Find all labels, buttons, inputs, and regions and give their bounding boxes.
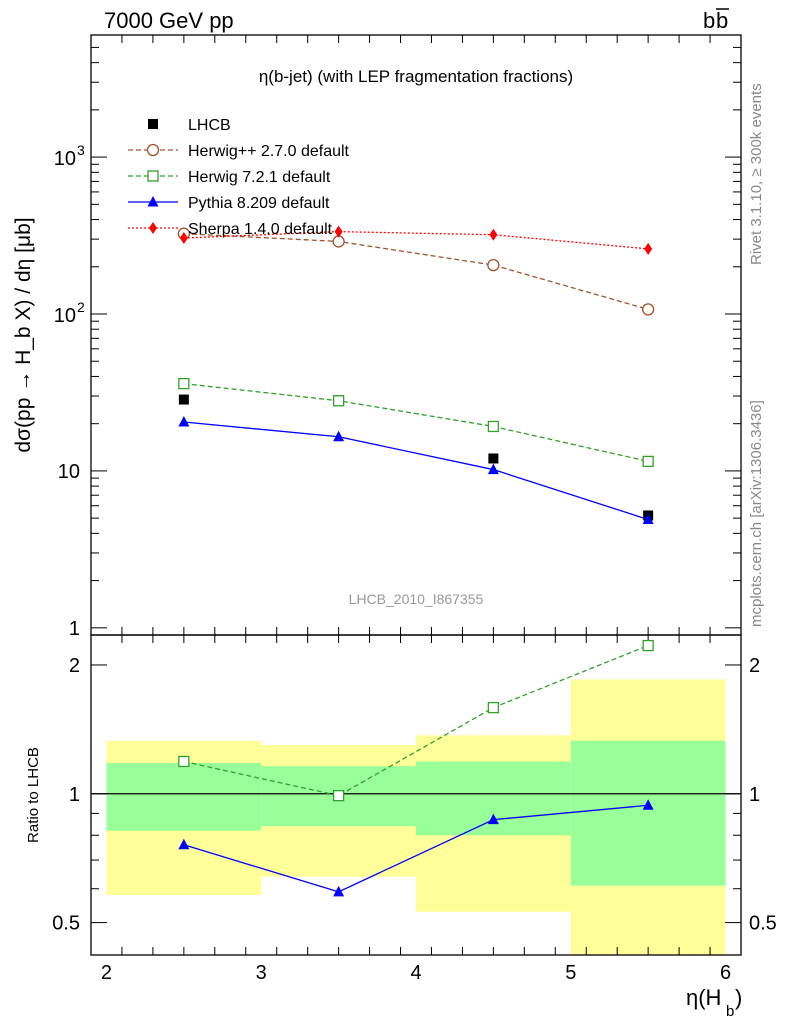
collision-label: 7000 GeV pp: [104, 8, 234, 33]
legend-entry-pythia-8-209-default: Pythia 8.209 default: [128, 195, 330, 212]
legend-label: Herwig 7.2.1 default: [188, 169, 331, 186]
x-axis-label: η(H b): [686, 985, 742, 1020]
data-point-sherpa-1-4-0-default: [489, 228, 498, 241]
ratio-y-tick-label-right: 1: [749, 784, 760, 806]
uncertainty-band-inner: [106, 763, 262, 831]
x-axis-label-subscript: b: [726, 1003, 734, 1020]
data-point-pythia-8-209-default: [487, 463, 499, 475]
ratio-y-tick-label-left: 1: [69, 784, 80, 806]
ratio-point-pythia-8-209-default: [487, 813, 499, 825]
process-label: b b: [703, 8, 729, 33]
y-tick-label-exponent: 2: [77, 299, 85, 315]
series-line-pythia-8-209-default: [183, 421, 649, 521]
legend-marker: [149, 222, 157, 234]
ratio-y-tick-label-left: 0.5: [52, 913, 80, 935]
ratio-y-tick-label-right: 2: [749, 655, 760, 677]
data-point-pythia-8-209-default: [178, 415, 190, 427]
ratio-panel: 0.5 0.5 1 1 2 2 2 3 4 5 6 Ratio to LHCB η(H b): [25, 634, 777, 1020]
data-point-herwig-7-2-1-default: [642, 455, 654, 468]
data-point-sherpa-1-4-0-default: [334, 225, 343, 238]
x-axis-label-main: η(H: [686, 985, 721, 1010]
legend-entry-herwig-2-7-0-default: Herwig++ 2.7.0 default: [128, 143, 350, 160]
series-line-sherpa-1-4-0-default: [183, 230, 649, 250]
y-tick-label-exponent: 3: [77, 142, 85, 158]
x-tick-label: 6: [720, 962, 731, 984]
x-tick-label: 2: [101, 962, 112, 984]
legend-entry-herwig-7-2-1-default: Herwig 7.2.1 default: [128, 169, 331, 186]
legend-marker: [147, 170, 159, 182]
data-point-pythia-8-209-default: [642, 513, 654, 525]
ratio-plot-frame: [90, 634, 742, 956]
y-tick-label: 10 2: [54, 299, 85, 327]
x-tick-label: 5: [565, 962, 576, 984]
ratio-point-pythia-8-209-default: [178, 838, 190, 850]
series-line-herwig-2-7-0-default: [183, 233, 649, 311]
process-label-bbar: b: [716, 8, 728, 33]
ratio-point-pythia-8-209-default: [333, 885, 345, 897]
legend-label: Sherpa 1.4.0 default: [188, 221, 333, 238]
y-tick-label-base: 10: [54, 305, 76, 327]
ratio-line-pythia-8-209-default: [183, 804, 649, 893]
legend-entry-sherpa-1-4-0-default: Sherpa 1.4.0 default: [128, 221, 333, 238]
data-point-herwig-7-2-1-default: [332, 395, 345, 407]
data-point-herwig-7-2-1-default: [178, 377, 190, 390]
y-tick-label-value: 10: [58, 461, 80, 483]
y-tick-label: 1: [69, 618, 80, 640]
legend-marker: [148, 119, 158, 129]
ratio-point-herwig-7-2-1-default: [642, 639, 654, 652]
y-axis-label: dσ(pp → H_b X) / dη [μb]: [12, 217, 35, 452]
y-tick-label: 10: [58, 461, 80, 483]
x-tick-label: 3: [256, 962, 267, 984]
x-tick-label: 4: [410, 962, 421, 984]
process-label-b: b: [703, 8, 715, 33]
data-point-lhcb: [178, 394, 189, 405]
legend-label: Pythia 8.209 default: [188, 195, 330, 212]
rivet-version-label: Rivet 3.1.10, ≥ 300k events: [748, 83, 765, 265]
ratio-line-herwig-7-2-1-default: [183, 644, 649, 797]
ratio-y-axis-label: Ratio to LHCB: [25, 747, 42, 843]
chart-title: η(b-jet) (with LEP fragmentation fractio…: [259, 67, 573, 86]
legend-marker: [146, 143, 160, 157]
uncertainty-band-inner: [570, 740, 726, 886]
analysis-watermark: LHCB_2010_I867355: [349, 591, 484, 607]
data-point-pythia-8-209-default: [333, 430, 345, 442]
ratio-y-tick-label-right: 0.5: [749, 913, 777, 935]
ratio-point-pythia-8-209-default: [642, 799, 654, 810]
data-point-lhcb: [488, 453, 499, 464]
ratio-point-herwig-7-2-1-default: [332, 790, 345, 802]
ratio-point-herwig-7-2-1-default: [487, 701, 500, 714]
ratio-y-tick-label-left: 2: [69, 655, 80, 677]
mcplots-label: mcplots.cern.ch [arXiv:1306.3436]: [748, 400, 765, 627]
data-point-herwig-7-2-1-default: [487, 420, 500, 433]
legend-label: Herwig++ 2.7.0 default: [188, 143, 350, 160]
y-tick-label-base: 10: [54, 148, 76, 170]
uncertainty-band-inner: [416, 761, 571, 836]
ratio-point-herwig-7-2-1-default: [178, 755, 190, 768]
legend-marker: [147, 196, 159, 207]
y-tick-label: 10 3: [54, 142, 85, 170]
series-line-herwig-7-2-1-default: [183, 382, 649, 463]
data-point-sherpa-1-4-0-default: [179, 232, 188, 245]
legend-entry-lhcb: LHCB: [148, 117, 231, 134]
data-point-herwig-2-7-0-default: [487, 258, 500, 272]
data-point-herwig-2-7-0-default: [641, 303, 655, 316]
legend-label: LHCB: [188, 117, 231, 134]
y-tick-label-value: 1: [69, 618, 80, 640]
x-axis-label-close: ): [735, 985, 742, 1010]
data-point-sherpa-1-4-0-default: [644, 242, 653, 255]
